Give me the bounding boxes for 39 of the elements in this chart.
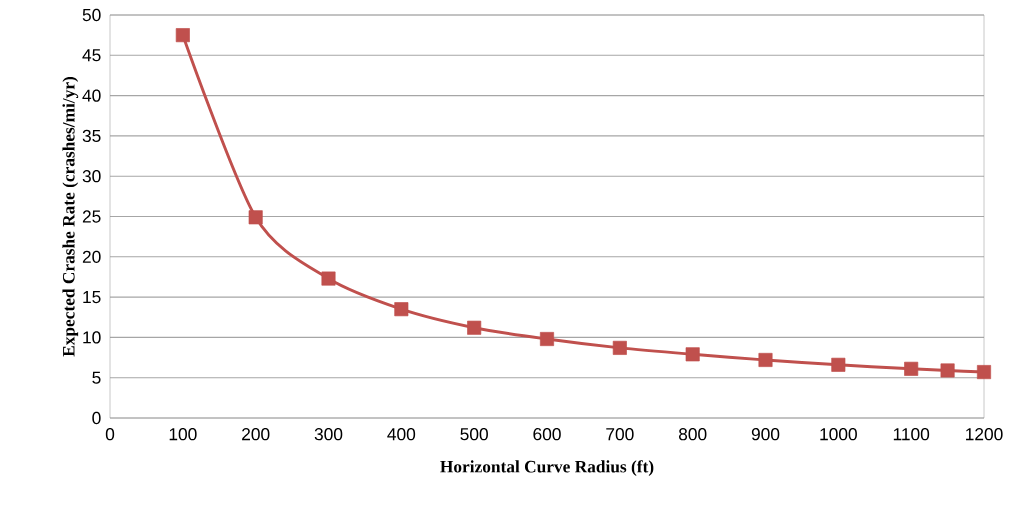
- x-tick-label: 200: [242, 428, 270, 441]
- point: [394, 302, 409, 317]
- point: [540, 332, 555, 347]
- x-tick-label: 500: [460, 428, 488, 441]
- point: [977, 365, 992, 380]
- point: [904, 361, 919, 376]
- x-tick-label: 1100: [893, 428, 930, 441]
- point: [248, 210, 263, 225]
- point: [758, 352, 773, 367]
- point: [467, 320, 482, 335]
- point: [612, 340, 627, 355]
- x-tick-label: 100: [169, 428, 197, 441]
- x-axis-title: Horizontal Curve Radius (ft): [440, 460, 654, 477]
- x-tick-label: 600: [533, 428, 561, 441]
- x-tick-label: 800: [678, 428, 707, 441]
- point: [685, 347, 700, 362]
- x-tick-label: 1000: [820, 428, 857, 441]
- y-tick-label: 20: [82, 250, 101, 263]
- x-tick-label: 1200: [966, 428, 1003, 441]
- x-tick-label: 900: [751, 428, 780, 441]
- x-tick-label: 700: [606, 428, 634, 441]
- x-tick-label: 300: [314, 428, 343, 441]
- point: [321, 271, 336, 286]
- y-tick-label: 10: [83, 331, 101, 344]
- point: [831, 357, 846, 372]
- point: [940, 363, 955, 378]
- y-tick-label: 25: [82, 210, 101, 223]
- point: [175, 28, 190, 43]
- y-tick-label: 35: [82, 129, 101, 143]
- y-tick-label: 45: [82, 49, 101, 62]
- y-tick-label: 0: [92, 411, 101, 425]
- y-tick-label: 5: [92, 371, 101, 384]
- y-tick-label: 40: [82, 89, 101, 102]
- y-tick-label: 30: [82, 170, 101, 183]
- y-tick-label: 50: [82, 8, 101, 22]
- y-tick-label: 15: [83, 291, 101, 304]
- x-tick-label: 400: [387, 428, 416, 441]
- y-axis-title: Expected Crashe Rate (crashes/mi/yr): [62, 76, 79, 357]
- x-tick-label: 0: [105, 428, 115, 441]
